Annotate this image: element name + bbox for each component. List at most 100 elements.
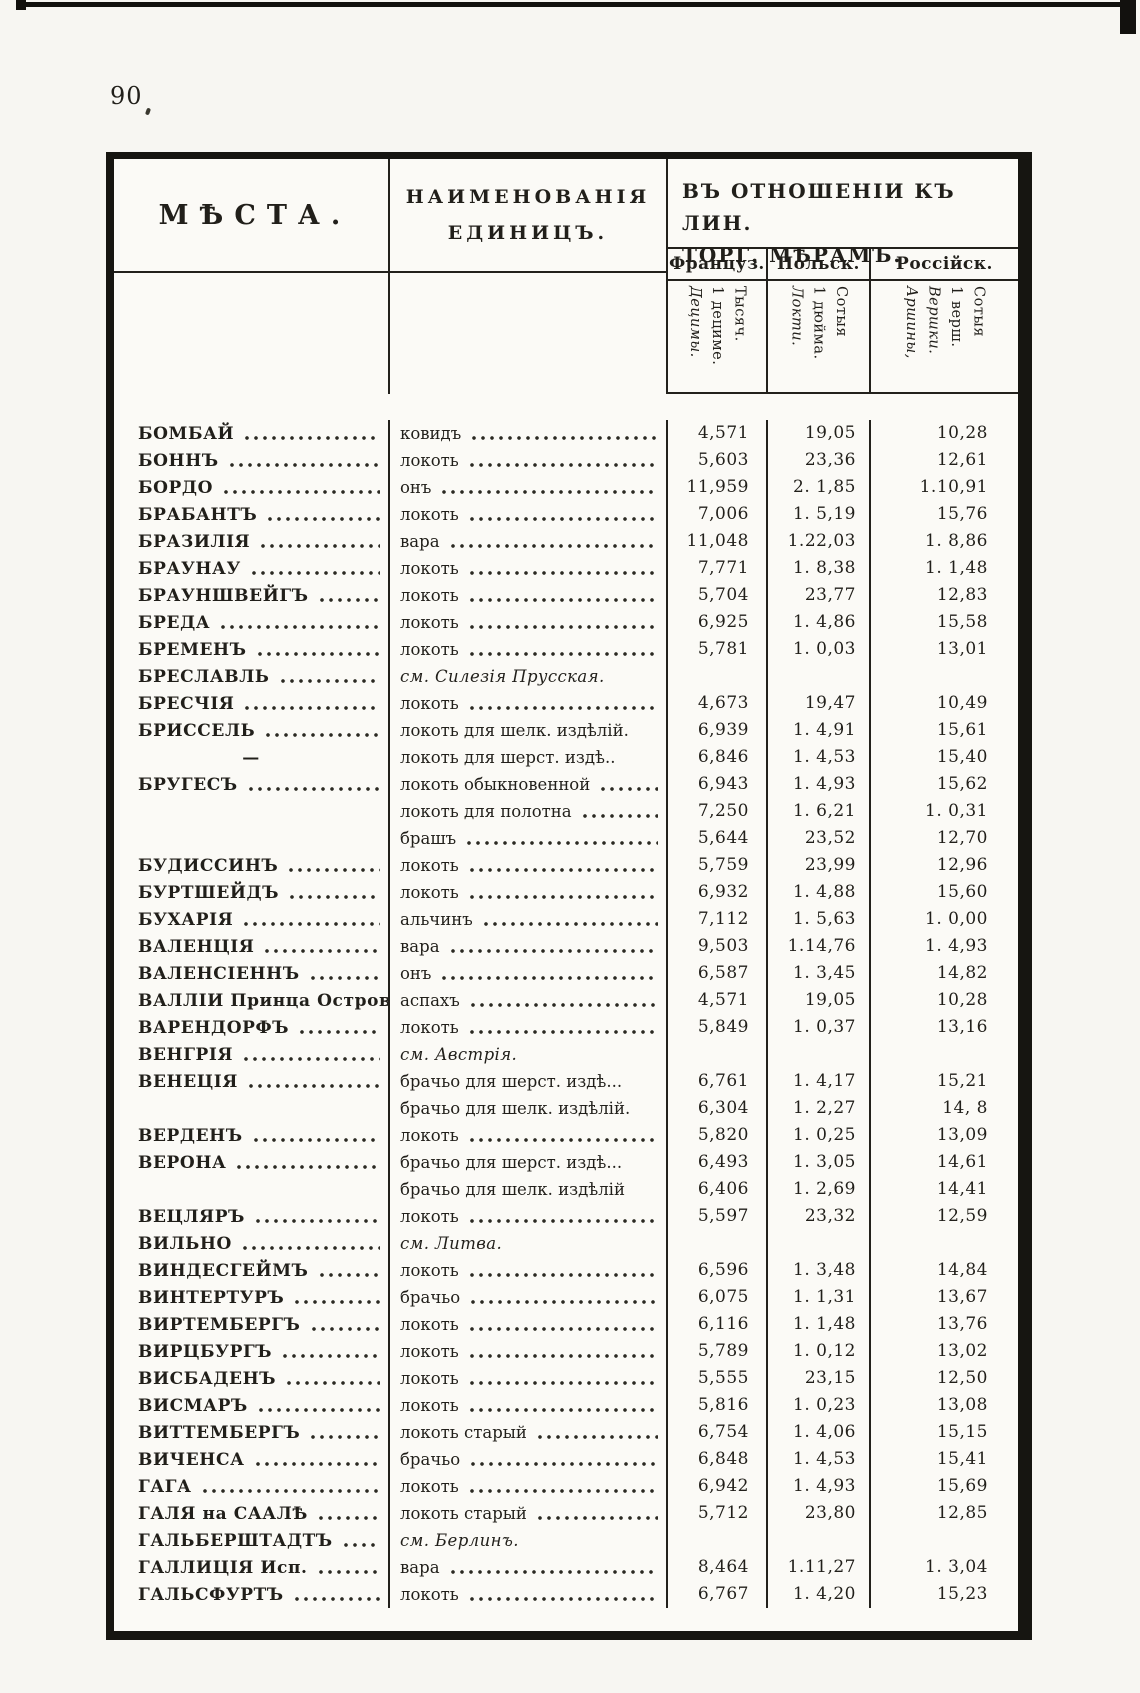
dot-leader bbox=[467, 619, 658, 631]
table-row: БРАЗИЛІЯ вара 11,048 1.22,03 1. 8,86 bbox=[114, 528, 1018, 555]
scan-edge-corner bbox=[1120, 0, 1136, 34]
dot-leader bbox=[467, 1024, 658, 1036]
place-cell: — bbox=[114, 744, 390, 771]
dot-leader bbox=[467, 862, 658, 874]
place-cell: ГАЛЬСФУРТЪ bbox=[114, 1581, 390, 1608]
value-ru: 15,21 bbox=[936, 1071, 988, 1091]
value-col-sub-label: Сотыя bbox=[833, 286, 850, 338]
value-col-sub-label: 1 дюйма. bbox=[810, 286, 827, 360]
table-row: ВИРЦБУРГЪ локоть 5,789 1. 0,12 13,02 bbox=[114, 1338, 1018, 1365]
table-row: брачьо для шелк. издѣлій 6,406 1. 2,69 14,4… bbox=[114, 1176, 1018, 1203]
unit-name: вара bbox=[400, 532, 440, 551]
value-ru: 15,69 bbox=[936, 1476, 988, 1496]
value-po: 1. 4,06 bbox=[768, 1419, 871, 1446]
unit-name: локоть обыкновенной bbox=[400, 775, 591, 794]
table-row: ВЕРДЕНЪ локоть 5,820 1. 0,25 13,09 bbox=[114, 1122, 1018, 1149]
value-ru: 15,40 bbox=[936, 747, 988, 767]
unit-cell: вара bbox=[390, 528, 668, 555]
place-name: ВЕРДЕНЪ bbox=[138, 1125, 243, 1146]
unit-cell: брачьо для шерст. издѣ... bbox=[390, 1068, 668, 1095]
value-po: 1. 5,19 bbox=[768, 501, 871, 528]
value-fr: 6,925 bbox=[668, 609, 768, 636]
place-cell bbox=[114, 798, 390, 825]
value-fr: 4,571 bbox=[668, 987, 768, 1014]
place-name: ГАЛЛИЦІЯ Исп. bbox=[138, 1557, 308, 1578]
dot-leader bbox=[287, 862, 380, 874]
place-cell: БРЕМЕНЪ bbox=[114, 636, 390, 663]
unit-name: локоть bbox=[400, 856, 459, 875]
place-cell: ВИРЦБУРГЪ bbox=[114, 1338, 390, 1365]
unit-cell: локоть bbox=[390, 879, 668, 906]
table-row: ВИТТЕМБЕРГЪ локоть старый 6,754 1. 4,06 15,1… bbox=[114, 1419, 1018, 1446]
dot-leader bbox=[246, 1078, 380, 1090]
value-po: 1. 6,21 bbox=[768, 798, 871, 825]
unit-cell: локоть bbox=[390, 501, 668, 528]
table-row: ВИСБАДЕНЪ локоть 5,555 23,15 12,50 bbox=[114, 1365, 1018, 1392]
dot-leader bbox=[467, 700, 658, 712]
dot-leader bbox=[249, 565, 380, 577]
table-row: ГАЛЬСФУРТЪ локоть 6,767 1. 4,20 15,23 bbox=[114, 1581, 1018, 1608]
dot-leader bbox=[467, 1483, 658, 1495]
place-name: ВАЛЛІИ Принца Островъ bbox=[138, 990, 390, 1011]
value-col-unit-name: Децимы. bbox=[686, 286, 703, 358]
place-name: БРЕДА bbox=[138, 612, 211, 633]
dot-leader bbox=[253, 1456, 380, 1468]
value-ru bbox=[871, 1527, 1018, 1554]
value-po: 23,15 bbox=[768, 1365, 871, 1392]
dot-leader bbox=[535, 1510, 658, 1522]
value-col-label: Польск. bbox=[768, 249, 871, 281]
value-po: 2. 1,85 bbox=[768, 474, 871, 501]
table-row: ВАЛЛІИ Принца Островъ аспахъ 4,571 19,05 10,… bbox=[114, 987, 1018, 1014]
value-fr: 7,006 bbox=[668, 501, 768, 528]
dot-leader bbox=[227, 457, 380, 469]
value-col-units: Тысяч. 1 дециме. Децимы. Сотыя 1 дюйма. Локти… bbox=[668, 281, 1018, 394]
place-cell: БРИССЕЛЬ bbox=[114, 717, 390, 744]
value-po: 1. 4,91 bbox=[768, 717, 871, 744]
unit-name: локоть для шерст. издѣ.. bbox=[400, 748, 616, 767]
value-fr: 7,112 bbox=[668, 906, 768, 933]
value-ru: 15,62 bbox=[936, 774, 988, 794]
unit-name: локоть bbox=[400, 1342, 459, 1361]
value-ru: 13,76 bbox=[936, 1314, 988, 1334]
place-cell: ВИЧЕНСА bbox=[114, 1446, 390, 1473]
unit-name: брашъ bbox=[400, 829, 457, 848]
value-fr: 6,939 bbox=[668, 717, 768, 744]
place-cell: ГАГА bbox=[114, 1473, 390, 1500]
unit-name: онъ bbox=[400, 478, 432, 497]
values-header-title: ВЪ ОТНОШЕНІИ КЪ ЛИН. ТОРГ. МѢРАМЪ. bbox=[668, 159, 1018, 267]
value-po: 1. 4,53 bbox=[768, 1446, 871, 1473]
value-fr: 6,754 bbox=[668, 1419, 768, 1446]
value-fr: 4,673 bbox=[668, 690, 768, 717]
table-row: ВИНДЕСГЕЙМЪ локоть 6,596 1. 3,48 14,84 bbox=[114, 1257, 1018, 1284]
unit-cell: локоть bbox=[390, 852, 668, 879]
place-name: ГАЛЬСФУРТЪ bbox=[138, 1584, 284, 1605]
value-ru: 14, 8 bbox=[942, 1098, 988, 1118]
unit-name: локоть bbox=[400, 586, 459, 605]
value-po: 1. 4,88 bbox=[768, 879, 871, 906]
place-cell: БРУГЕСЪ bbox=[114, 771, 390, 798]
table-row: ГАГА локоть 6,942 1. 4,93 15,69 bbox=[114, 1473, 1018, 1500]
value-ru: 14,84 bbox=[936, 1260, 988, 1280]
dot-leader bbox=[292, 1591, 380, 1603]
scan-speck bbox=[144, 107, 152, 116]
value-col-label: Россійск. bbox=[871, 249, 1018, 281]
value-col-sub-label: 1 дециме. bbox=[709, 286, 726, 366]
value-fr: 6,932 bbox=[668, 879, 768, 906]
place-name: ГАГА bbox=[138, 1476, 192, 1497]
value-fr: 11,048 bbox=[668, 528, 768, 555]
page-number: 90 bbox=[110, 82, 143, 110]
unit-cell: локоть bbox=[390, 690, 668, 717]
value-col-unit-cell: Тысяч. 1 дециме. Децимы. bbox=[668, 281, 768, 394]
value-po bbox=[768, 663, 871, 690]
value-ru: 14,82 bbox=[936, 963, 988, 983]
place-name: ВИРТЕМБЕРГЪ bbox=[138, 1314, 301, 1335]
dot-leader bbox=[580, 808, 658, 820]
unit-cell: локоть bbox=[390, 1311, 668, 1338]
unit-name: локоть для шелк. издѣлій. bbox=[400, 721, 629, 740]
unit-name: брачьо для шелк. издѣлій bbox=[400, 1180, 625, 1199]
value-ru: 15,58 bbox=[936, 612, 988, 632]
value-po: 23,80 bbox=[768, 1500, 871, 1527]
value-po: 1. 3,45 bbox=[768, 960, 871, 987]
unit-name: онъ bbox=[400, 964, 432, 983]
place-name: ВАРЕНДОРФЪ bbox=[138, 1017, 290, 1038]
